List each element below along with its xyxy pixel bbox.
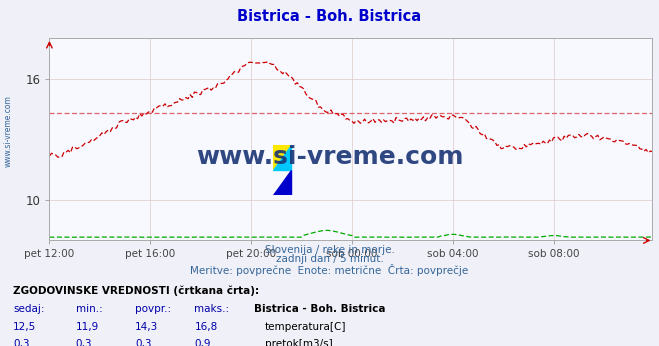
Text: www.si-vreme.com: www.si-vreme.com	[3, 95, 13, 167]
Text: Slovenija / reke in morje.: Slovenija / reke in morje.	[264, 245, 395, 255]
Polygon shape	[273, 171, 291, 195]
Text: ZGODOVINSKE VREDNOSTI (črtkana črta):: ZGODOVINSKE VREDNOSTI (črtkana črta):	[13, 285, 259, 296]
Polygon shape	[273, 145, 291, 171]
Text: pretok[m3/s]: pretok[m3/s]	[265, 339, 333, 346]
Text: Bistrica - Boh. Bistrica: Bistrica - Boh. Bistrica	[237, 9, 422, 24]
Text: maks.:: maks.:	[194, 304, 229, 315]
Text: 11,9: 11,9	[76, 322, 99, 333]
Text: 0,3: 0,3	[135, 339, 152, 346]
Text: 16,8: 16,8	[194, 322, 217, 333]
Text: sedaj:: sedaj:	[13, 304, 45, 315]
Text: 14,3: 14,3	[135, 322, 158, 333]
Text: temperatura[C]: temperatura[C]	[265, 322, 347, 333]
Text: 0,3: 0,3	[13, 339, 30, 346]
Text: povpr.:: povpr.:	[135, 304, 171, 315]
Text: 0,9: 0,9	[194, 339, 211, 346]
Text: 12,5: 12,5	[13, 322, 36, 333]
Text: Bistrica - Boh. Bistrica: Bistrica - Boh. Bistrica	[254, 304, 386, 315]
Text: 0,3: 0,3	[76, 339, 92, 346]
Text: Meritve: povprečne  Enote: metrične  Črta: povprečje: Meritve: povprečne Enote: metrične Črta:…	[190, 264, 469, 276]
Text: min.:: min.:	[76, 304, 103, 315]
Text: www.si-vreme.com: www.si-vreme.com	[196, 145, 463, 170]
Polygon shape	[273, 145, 291, 171]
Text: zadnji dan / 5 minut.: zadnji dan / 5 minut.	[275, 254, 384, 264]
